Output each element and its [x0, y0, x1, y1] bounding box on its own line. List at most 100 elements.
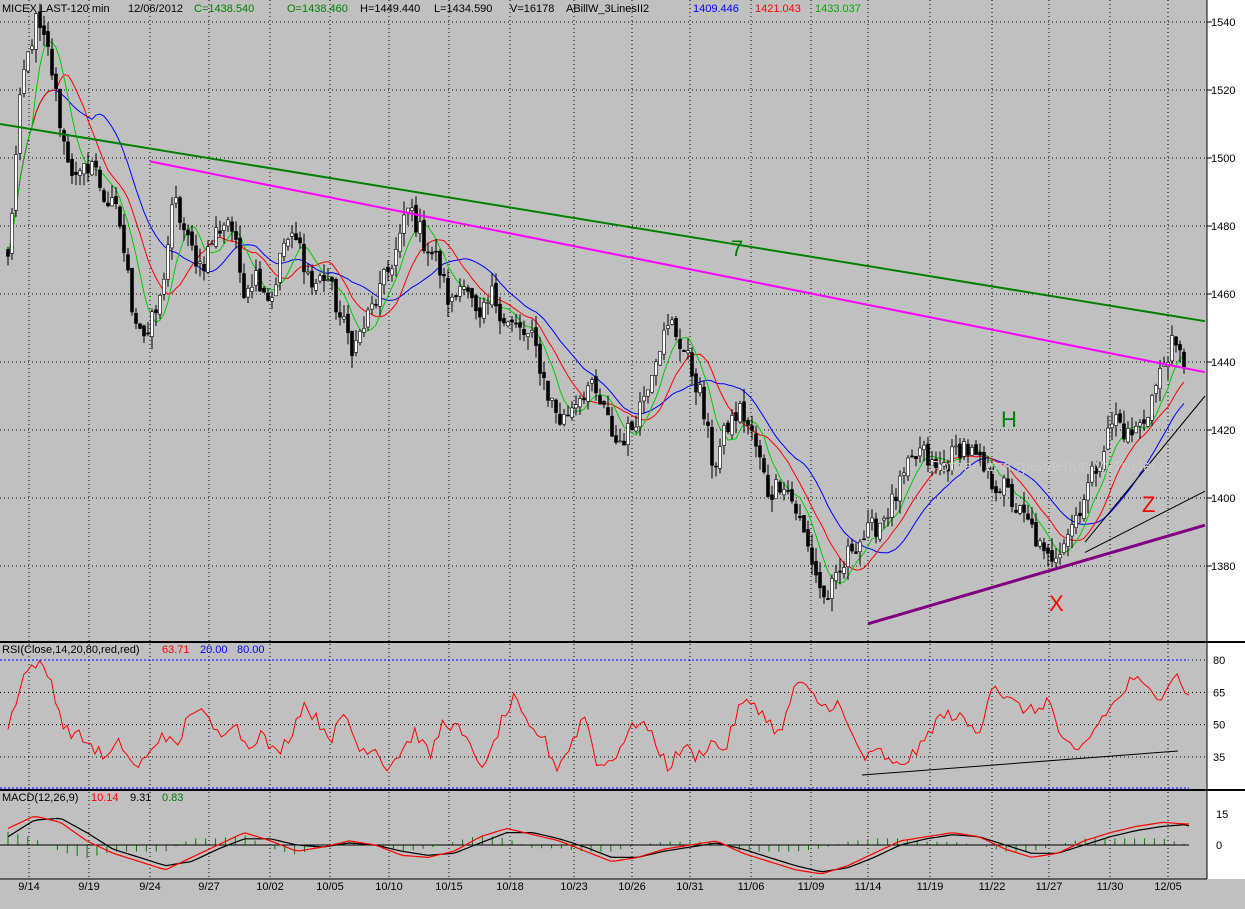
candle-body [714, 465, 718, 468]
candle-body [494, 283, 498, 307]
candle-body [154, 309, 158, 314]
candle-body [6, 249, 10, 257]
candle-body [794, 503, 798, 514]
candle-body [778, 481, 782, 493]
date-tick-label: 11/27 [1036, 881, 1063, 893]
header-indicator: ABillW_3LinesII2 [566, 3, 649, 15]
candle-body [50, 48, 54, 76]
candle-body [774, 479, 778, 500]
price-tick-label: 1480 [1211, 221, 1235, 233]
candle-body [622, 440, 626, 446]
candle-body [250, 286, 254, 292]
rsi-header: RSI(Close,14,20,80,red,red) 63.71 20.00 … [2, 644, 265, 656]
candle-body [310, 270, 314, 288]
candle-body [1102, 451, 1106, 470]
candle-body [1122, 423, 1126, 440]
header-ind-blue: 1409.446 [693, 3, 739, 15]
candle-body [94, 160, 98, 168]
candle-body [910, 455, 914, 458]
macd-label: MACD(12,26,9) [2, 792, 78, 804]
candle-body [26, 51, 30, 72]
candle-body [1050, 550, 1054, 562]
candle-body [1006, 478, 1010, 488]
candle-body [522, 329, 526, 336]
candle-body [478, 307, 482, 318]
candle-body [850, 543, 854, 552]
candle-body [570, 407, 574, 418]
header-line: MICEX LAST-120 min 12/06/2012 C=1438.540… [2, 3, 861, 15]
candle-body [514, 322, 518, 325]
header-ind-green: 1433.037 [815, 3, 861, 15]
price-tick-label: 1520 [1211, 85, 1235, 97]
date-tick-label: 11/22 [979, 881, 1006, 893]
candle-body [1178, 344, 1182, 351]
candle-body [1070, 524, 1074, 537]
candle-body [810, 547, 814, 565]
candle-body [1110, 423, 1114, 429]
candle-body [538, 343, 542, 374]
macd-header: MACD(12,26,9) 10.14 9.31 0.83 [2, 792, 183, 804]
candle-body [750, 425, 754, 431]
candle-body [222, 224, 226, 231]
candle-body [142, 325, 146, 337]
candle-body [162, 278, 166, 295]
candle-body [198, 261, 202, 264]
date-tick-label: 9/14 [18, 881, 39, 893]
candle-body [738, 403, 742, 423]
candle-body [842, 567, 846, 574]
candle-body [458, 286, 462, 297]
candle-body [434, 250, 438, 253]
candle-body [710, 427, 714, 466]
rsi-low: 20.00 [200, 644, 228, 656]
candle-body [574, 404, 578, 409]
candle-body [642, 396, 646, 402]
candle-body [110, 197, 114, 207]
candle-body [922, 444, 926, 451]
candle-body [982, 451, 986, 472]
candle-body [282, 242, 286, 257]
candle-body [562, 414, 566, 425]
candle-body [78, 170, 82, 176]
candle-body [182, 223, 186, 231]
candle-body [446, 278, 450, 305]
candle-body [694, 373, 698, 393]
candle-body [422, 220, 426, 252]
candle-body [246, 288, 250, 298]
candle-body [654, 361, 658, 376]
candle-body [646, 389, 650, 397]
header-low: L=1434.590 [434, 3, 492, 15]
date-tick-label: 10/10 [375, 881, 403, 893]
candle-body [1094, 466, 1098, 474]
candle-body [678, 339, 682, 350]
candle-body [902, 472, 906, 476]
candle-body [1066, 534, 1070, 547]
candle-body [122, 224, 126, 254]
candle-body [58, 88, 62, 129]
candle-body [734, 412, 738, 422]
candle-body [586, 385, 590, 402]
candle-body [410, 207, 414, 211]
header-date: 12/06/2012 [128, 3, 183, 15]
candle-body [454, 295, 458, 298]
rsi-line [7, 659, 1190, 773]
date-tick-label: 10/05 [316, 881, 344, 893]
rsi-tick-label: 35 [1213, 752, 1225, 764]
candle-body [206, 246, 210, 273]
header-close: C=1438.540 [194, 3, 254, 15]
candle-body [838, 570, 842, 573]
candle-body [634, 426, 638, 432]
watermark: Портал для трейдеров MyTrader.ru [930, 458, 1173, 475]
candle-body [742, 401, 746, 422]
candle-body [906, 457, 910, 477]
candle-body [1046, 547, 1050, 554]
candle-body [54, 73, 58, 90]
price-tick-label: 1500 [1211, 153, 1235, 165]
candle-body [958, 443, 962, 459]
candle-body [314, 283, 318, 291]
candle-body [294, 233, 298, 240]
candle-body [1062, 543, 1066, 553]
candle-body [414, 204, 418, 233]
candle-body [758, 445, 762, 458]
candle-body [274, 284, 278, 297]
